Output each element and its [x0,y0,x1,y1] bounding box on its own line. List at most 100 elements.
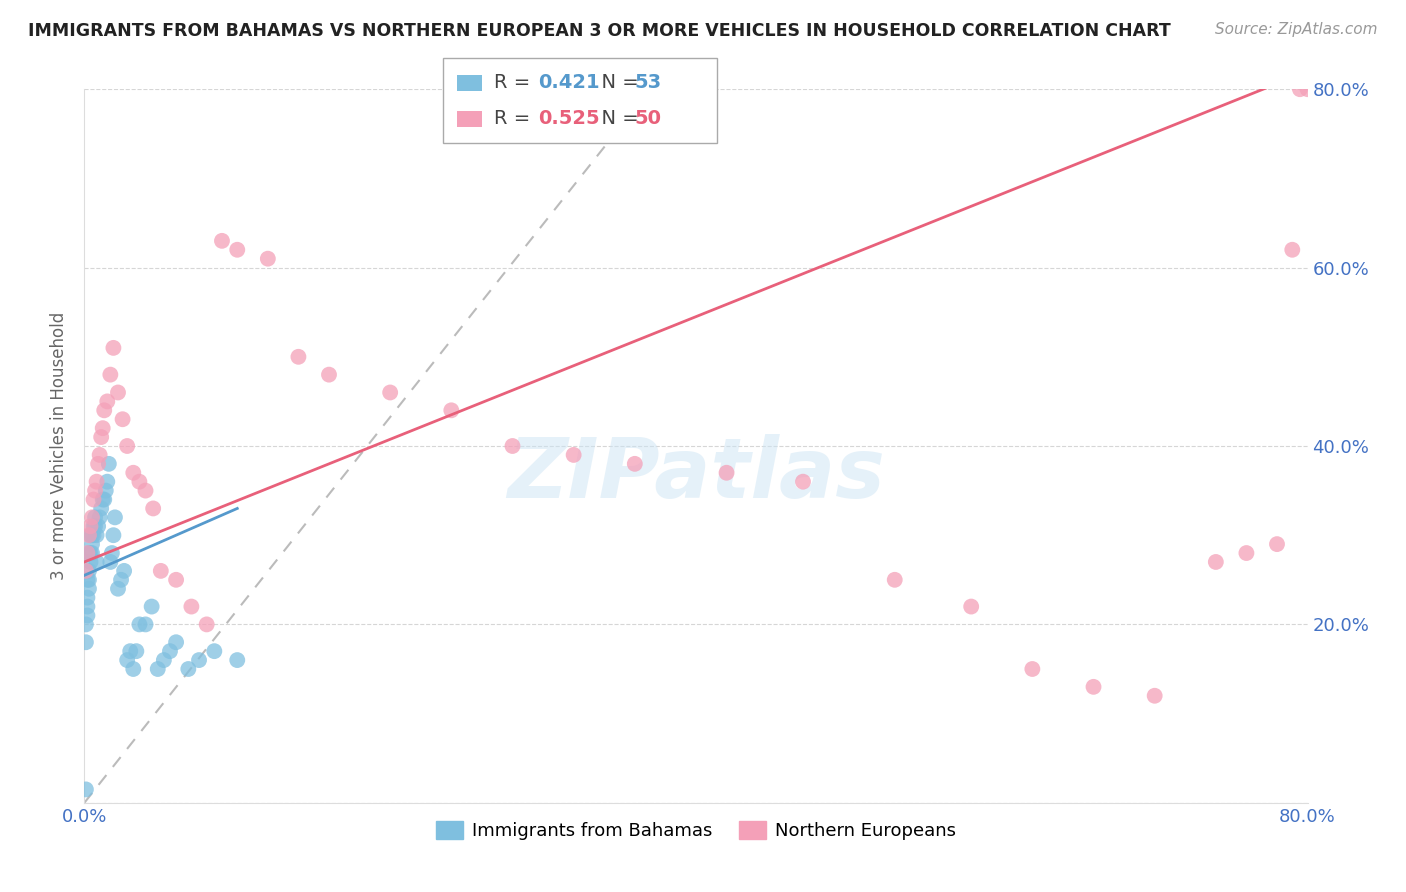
Point [89,448,111,462]
Point [287,350,309,364]
Point [1083,680,1105,694]
Point [1021,662,1043,676]
Point [101,546,124,560]
Point [76,546,98,560]
Text: IMMIGRANTS FROM BAHAMAS VS NORTHERN EUROPEAN 3 OR MORE VEHICLES IN HOUSEHOLD COR: IMMIGRANTS FROM BAHAMAS VS NORTHERN EURO… [28,22,1171,40]
Point [90,430,112,444]
Y-axis label: 3 or more Vehicles in Household: 3 or more Vehicles in Household [51,312,69,580]
Point [135,483,157,498]
Point [141,599,163,614]
Point [202,644,225,658]
Point [84,483,107,498]
Text: N =: N = [589,109,645,128]
Point [80,510,103,524]
Point [93,492,115,507]
Point [226,243,249,257]
Point [91,421,114,435]
Point [1236,546,1258,560]
Point [77,582,100,596]
Point [96,475,118,489]
Point [93,403,115,417]
Point [153,653,176,667]
Point [226,653,249,667]
Point [79,519,101,533]
Text: 53: 53 [634,73,661,93]
Point [83,528,105,542]
Point [75,782,97,797]
Text: ZIPatlas: ZIPatlas [508,434,884,515]
Point [135,617,157,632]
Point [318,368,340,382]
Point [77,564,100,578]
Point [1205,555,1227,569]
Point [98,368,121,382]
Point [128,617,150,632]
Point [960,599,983,614]
Legend: Immigrants from Bahamas, Northern Europeans: Immigrants from Bahamas, Northern Europe… [429,814,963,847]
Point [146,662,169,676]
Point [83,492,105,507]
Point [883,573,905,587]
Point [1143,689,1166,703]
Point [159,644,181,658]
Point [76,599,98,614]
Point [195,617,218,632]
Point [104,510,127,524]
Point [86,475,108,489]
Point [107,582,129,596]
Point [115,439,138,453]
Point [1265,537,1288,551]
Point [1281,243,1303,257]
Text: Source: ZipAtlas.com: Source: ZipAtlas.com [1215,22,1378,37]
Point [86,528,108,542]
Point [624,457,647,471]
Point [125,644,148,658]
Point [502,439,524,453]
Point [79,528,101,542]
Point [75,564,97,578]
Text: 50: 50 [634,109,661,128]
Point [76,591,98,605]
Point [716,466,738,480]
Point [75,617,97,632]
Point [89,510,111,524]
Point [440,403,463,417]
Point [80,537,103,551]
Point [120,644,142,658]
Point [87,519,110,533]
Point [142,501,165,516]
Point [98,555,121,569]
Point [77,573,100,587]
Point [562,448,585,462]
Point [96,394,118,409]
Point [79,546,101,560]
Point [107,385,129,400]
Point [77,528,100,542]
Point [180,599,202,614]
Point [177,662,200,676]
Point [128,475,150,489]
Point [122,466,145,480]
Point [83,519,105,533]
Point [87,457,110,471]
Point [188,653,211,667]
Point [111,412,134,426]
Text: 0.421: 0.421 [538,73,600,93]
Point [86,555,108,569]
Point [112,564,135,578]
Point [84,519,107,533]
Point [79,555,101,569]
Text: N =: N = [589,73,645,93]
Point [122,662,145,676]
Text: R =: R = [494,109,536,128]
Point [149,564,172,578]
Point [80,528,103,542]
Point [91,492,114,507]
Point [1289,82,1312,96]
Point [90,501,112,516]
Point [380,385,402,400]
Point [94,483,117,498]
Point [75,635,97,649]
Point [792,475,814,489]
Point [165,635,187,649]
